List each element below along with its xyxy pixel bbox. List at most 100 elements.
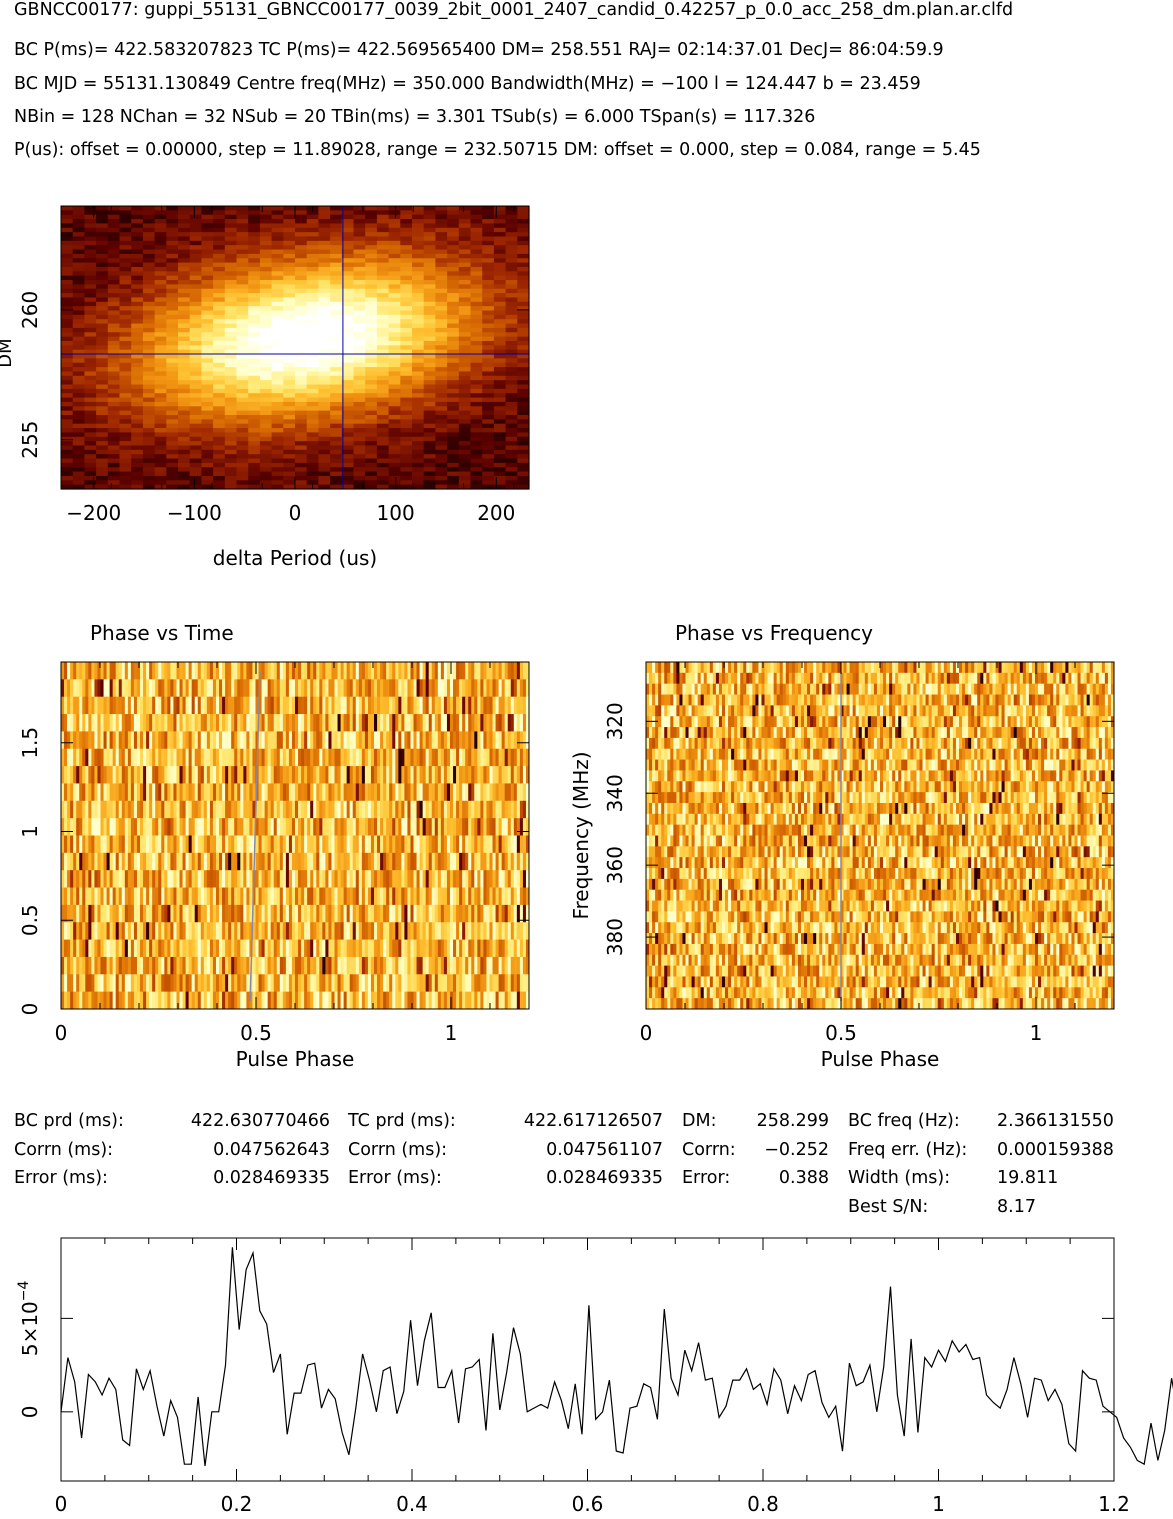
heatmap-cell [131,371,144,377]
heatmap-cell [352,835,357,854]
heatmap-cell [346,766,351,784]
heatmap-cell [365,393,378,399]
heatmap-cell [447,210,460,216]
heatmap-cell [119,428,132,433]
heatmap-cell [507,887,512,906]
heatmap-cell [109,748,114,767]
heatmap-cell [182,904,187,923]
heatmap-cell [295,367,308,373]
heatmap-cell [486,818,490,836]
heatmap-cell [131,349,144,355]
heatmap-cell [225,731,229,750]
heatmap-cell [112,714,117,732]
heatmap-cell [127,714,132,732]
heatmap-cell [72,375,85,381]
heatmap-cell [295,206,308,211]
heatmap-cell [119,319,132,325]
heatmap-cell [191,679,196,698]
heatmap-cell [331,748,336,767]
heatmap-cell [248,293,261,299]
heatmap-cell [423,445,436,451]
heatmap-cell [106,870,111,889]
heatmap-cell [510,696,515,715]
heatmap-cell [72,436,85,442]
heatmap-cell [525,696,530,715]
heatmap-cell [84,475,97,481]
heatmap-cell [119,297,132,303]
heatmap-cell [401,818,405,836]
heatmap-cell [288,870,293,889]
heatmap-cell [91,662,95,680]
heatmap-cell [237,852,241,871]
heatmap-cell [119,349,132,355]
heatmap-cell [304,714,308,732]
heatmap-cell [301,696,305,715]
heatmap-cell [306,380,319,386]
heatmap-cell [179,835,184,854]
heatmap-cell [100,714,105,732]
heatmap-cell [271,419,284,425]
heatmap-cell [352,679,357,698]
heatmap-cell [118,835,123,854]
heatmap-cell [127,818,132,836]
heatmap-cell [498,748,503,767]
heatmap-cell [107,227,121,233]
heatmap-cell [316,679,320,698]
heatmap-cell [64,852,68,871]
heatmap-cell [197,870,202,889]
heatmap-cell [224,232,238,238]
heatmap-cell [209,783,214,802]
heatmap-cell [435,345,448,351]
heatmap-cell [447,336,460,342]
heatmap-cell [72,471,85,477]
heatmap-cell [364,662,369,680]
heatmap-cell [330,445,343,451]
heatmap-cell [318,388,331,394]
heatmap-cell [96,266,109,272]
heatmap-cell [419,904,424,923]
heatmap-cell [189,362,202,368]
heatmap-cell [146,748,150,767]
heatmap-cell [295,475,308,481]
heatmap-cell [154,358,167,364]
heatmap-cell [154,419,167,425]
heatmap-cell [140,662,144,680]
heatmap-cell [328,783,332,802]
heatmap-cell [149,870,153,889]
heatmap-cell [295,319,308,325]
heatmap-cell [412,467,425,473]
heatmap-cell [507,800,512,819]
heatmap-cell [142,445,156,451]
heatmap-cell [380,818,384,836]
heatmap-cell [517,306,530,312]
heatmap-cell [459,904,463,923]
heatmap-cell [341,232,355,238]
heatmap-cell [395,852,399,871]
heatmap-cell [276,818,281,836]
heatmap-cell [446,852,451,871]
heatmap-cell [482,306,495,312]
heatmap-cell [212,783,217,802]
heatmap-cell [304,835,308,854]
heatmap-cell [224,214,238,220]
heatmap-cell [318,432,331,438]
heatmap-cell [143,766,147,784]
heatmap-cell [365,327,378,333]
heatmap-cell [248,284,261,290]
heatmap-cell [224,414,238,420]
heatmap-cell [412,284,425,290]
heatmap-cell [462,783,466,802]
heatmap-cell [213,253,226,259]
heatmap-cell [167,870,171,889]
heatmap-cell [182,783,187,802]
heatmap-cell [109,662,114,680]
heatmap-cell [316,662,320,680]
heatmap-cell [295,345,308,351]
heatmap-cell [517,423,530,429]
heatmap-cell [236,467,249,473]
heatmap-cell [179,870,184,889]
heatmap-cell [249,870,253,889]
heatmap-cell [341,310,355,316]
heatmap-cell [154,327,167,333]
heatmap-cell [273,835,278,854]
